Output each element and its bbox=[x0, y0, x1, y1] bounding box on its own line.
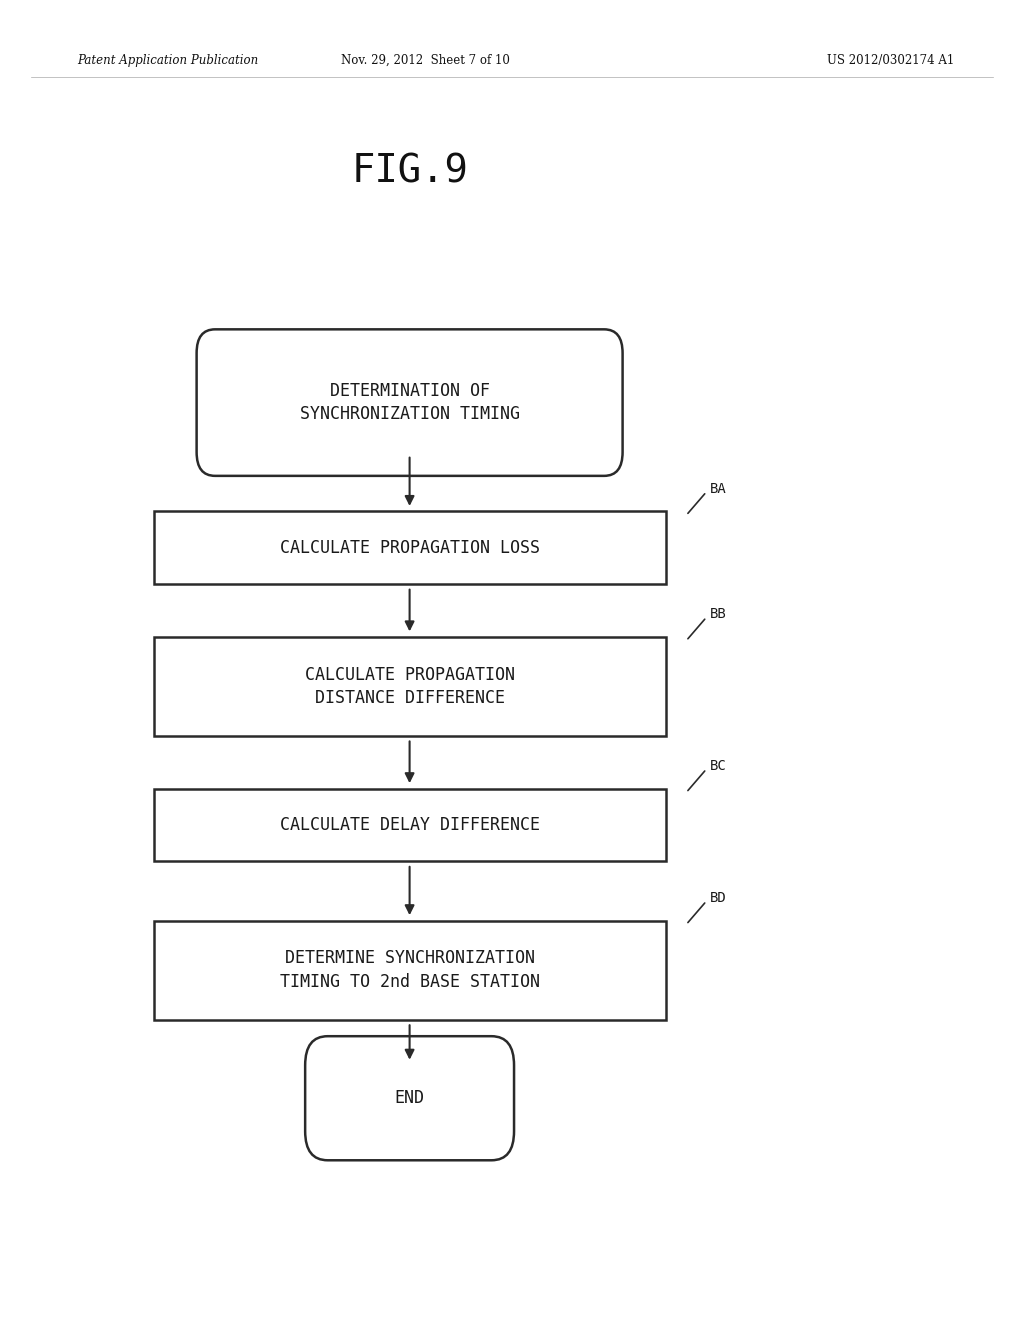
Text: CALCULATE PROPAGATION LOSS: CALCULATE PROPAGATION LOSS bbox=[280, 539, 540, 557]
Text: BC: BC bbox=[710, 759, 726, 774]
Text: END: END bbox=[394, 1089, 425, 1107]
Text: BD: BD bbox=[710, 891, 726, 906]
Text: FIG.9: FIG.9 bbox=[351, 153, 468, 190]
Text: US 2012/0302174 A1: US 2012/0302174 A1 bbox=[827, 54, 954, 67]
Text: BA: BA bbox=[710, 482, 726, 496]
Text: CALCULATE PROPAGATION
DISTANCE DIFFERENCE: CALCULATE PROPAGATION DISTANCE DIFFERENC… bbox=[304, 665, 515, 708]
Text: DETERMINATION OF
SYNCHRONIZATION TIMING: DETERMINATION OF SYNCHRONIZATION TIMING bbox=[300, 381, 519, 424]
Bar bbox=[154, 638, 666, 737]
Text: Nov. 29, 2012  Sheet 7 of 10: Nov. 29, 2012 Sheet 7 of 10 bbox=[341, 54, 509, 67]
FancyBboxPatch shape bbox=[305, 1036, 514, 1160]
Bar bbox=[154, 921, 666, 1019]
Text: CALCULATE DELAY DIFFERENCE: CALCULATE DELAY DIFFERENCE bbox=[280, 816, 540, 834]
Bar bbox=[154, 789, 666, 862]
Text: BB: BB bbox=[710, 607, 726, 622]
FancyBboxPatch shape bbox=[197, 330, 623, 477]
Text: DETERMINE SYNCHRONIZATION
TIMING TO 2nd BASE STATION: DETERMINE SYNCHRONIZATION TIMING TO 2nd … bbox=[280, 949, 540, 991]
Text: Patent Application Publication: Patent Application Publication bbox=[77, 54, 258, 67]
Bar bbox=[154, 511, 666, 583]
